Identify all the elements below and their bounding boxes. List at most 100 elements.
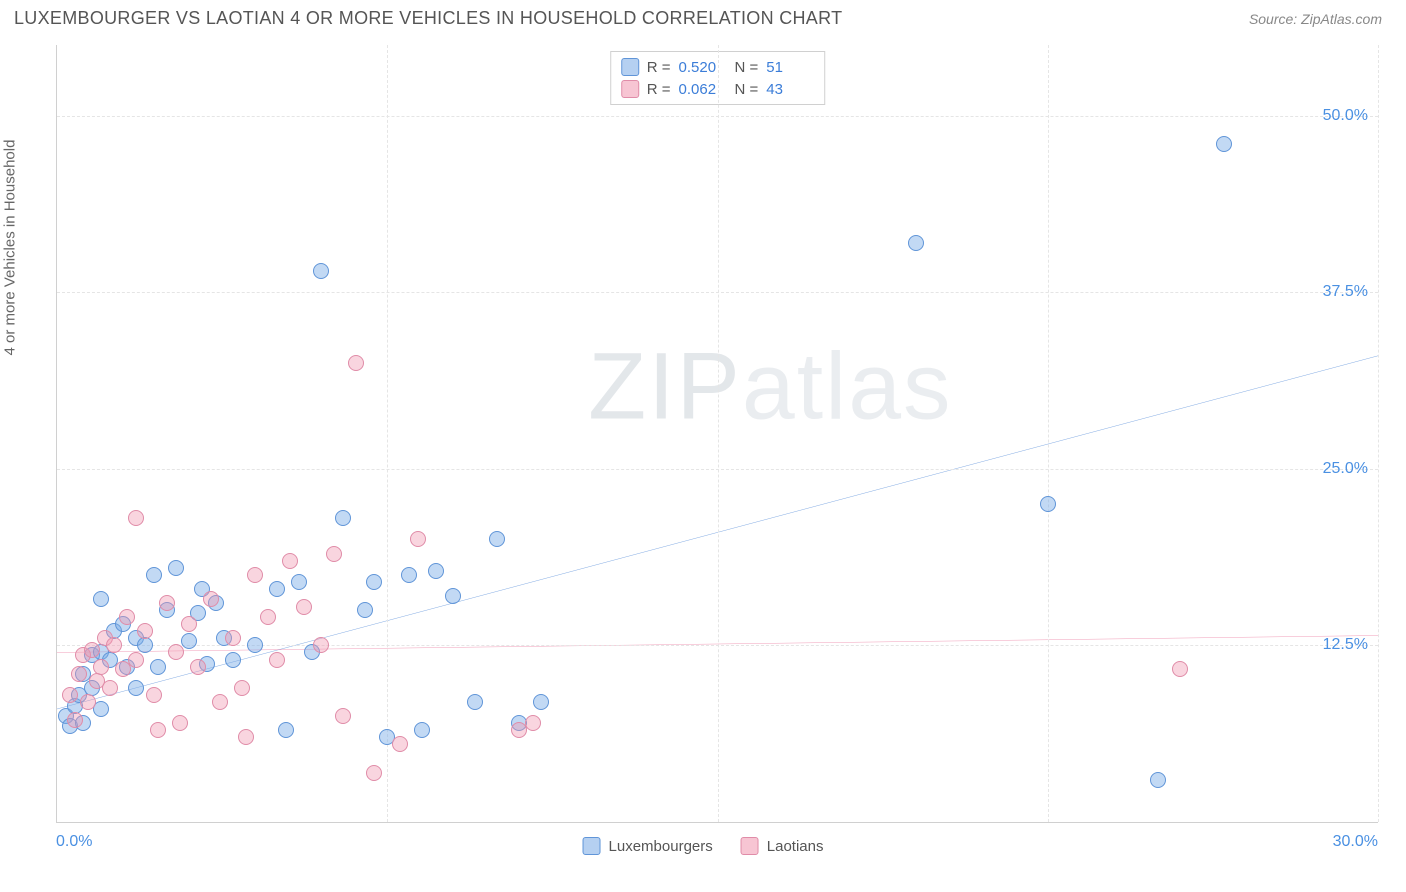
scatter-point-a — [291, 574, 307, 590]
scatter-point-a — [428, 563, 444, 579]
scatter-point-a — [146, 567, 162, 583]
scatter-point-b — [366, 765, 382, 781]
x-tick-max: 30.0% — [1333, 833, 1378, 851]
scatter-point-b — [282, 553, 298, 569]
scatter-point-a — [533, 694, 549, 710]
scatter-point-a — [225, 652, 241, 668]
scatter-point-b — [67, 712, 83, 728]
scatter-point-b — [296, 599, 312, 615]
scatter-point-b — [128, 510, 144, 526]
plot-area: ZIPatlas R = 0.520 N = 51 R = 0.062 N = … — [56, 45, 1378, 823]
gridline-x — [1378, 45, 1379, 822]
n-value-a: 51 — [766, 59, 814, 76]
watermark: ZIPatlas — [588, 332, 952, 441]
scatter-point-b — [313, 637, 329, 653]
scatter-point-b — [326, 546, 342, 562]
scatter-point-a — [489, 531, 505, 547]
scatter-point-b — [168, 644, 184, 660]
scatter-point-a — [137, 637, 153, 653]
scatter-point-a — [128, 680, 144, 696]
scatter-point-b — [106, 637, 122, 653]
scatter-point-b — [212, 694, 228, 710]
watermark-bold: ZIP — [588, 333, 742, 439]
legend-item-b: Laotians — [741, 837, 824, 855]
scatter-point-b — [71, 666, 87, 682]
n-label-b: N = — [735, 81, 759, 98]
scatter-point-a — [445, 588, 461, 604]
scatter-point-b — [335, 708, 351, 724]
scatter-point-b — [392, 736, 408, 752]
scatter-point-b — [260, 609, 276, 625]
scatter-point-a — [908, 235, 924, 251]
scatter-point-a — [93, 591, 109, 607]
chart-title: LUXEMBOURGER VS LAOTIAN 4 OR MORE VEHICL… — [14, 8, 842, 29]
scatter-point-b — [247, 567, 263, 583]
swatch-b-bottom — [741, 837, 759, 855]
scatter-point-a — [181, 633, 197, 649]
scatter-point-b — [348, 355, 364, 371]
scatter-point-b — [128, 652, 144, 668]
y-tick-label: 37.5% — [1323, 283, 1368, 301]
gridline-x — [387, 45, 388, 822]
scatter-point-b — [159, 595, 175, 611]
x-tick-min: 0.0% — [56, 833, 92, 851]
scatter-point-a — [168, 560, 184, 576]
scatter-point-b — [137, 623, 153, 639]
scatter-point-b — [146, 687, 162, 703]
scatter-point-b — [150, 722, 166, 738]
scatter-point-a — [1040, 496, 1056, 512]
series-a-label: Luxembourgers — [609, 838, 713, 855]
scatter-point-b — [119, 609, 135, 625]
scatter-point-b — [190, 659, 206, 675]
scatter-point-a — [1150, 772, 1166, 788]
source-name: ZipAtlas.com — [1301, 11, 1382, 27]
scatter-point-a — [335, 510, 351, 526]
scatter-point-b — [181, 616, 197, 632]
y-tick-label: 50.0% — [1323, 107, 1368, 125]
scatter-point-a — [247, 637, 263, 653]
scatter-point-b — [203, 591, 219, 607]
scatter-point-b — [84, 642, 100, 658]
chart-container: 4 or more Vehicles in Household ZIPatlas… — [14, 45, 1392, 865]
gridline-x — [718, 45, 719, 822]
scatter-point-b — [269, 652, 285, 668]
n-label-a: N = — [735, 59, 759, 76]
legend-series: Luxembourgers Laotians — [583, 837, 824, 855]
scatter-point-a — [313, 263, 329, 279]
legend-item-a: Luxembourgers — [583, 837, 713, 855]
y-axis-label: 4 or more Vehicles in Household — [2, 140, 19, 356]
series-b-label: Laotians — [767, 838, 824, 855]
scatter-point-a — [1216, 136, 1232, 152]
swatch-b — [621, 80, 639, 98]
swatch-a-bottom — [583, 837, 601, 855]
scatter-point-a — [467, 694, 483, 710]
scatter-point-a — [366, 574, 382, 590]
scatter-point-b — [93, 659, 109, 675]
r-value-b: 0.062 — [679, 81, 727, 98]
y-tick-label: 25.0% — [1323, 460, 1368, 478]
scatter-point-b — [62, 687, 78, 703]
y-tick-label: 12.5% — [1323, 636, 1368, 654]
scatter-point-b — [238, 729, 254, 745]
source-attribution: Source: ZipAtlas.com — [1249, 11, 1382, 27]
scatter-point-a — [357, 602, 373, 618]
r-label-a: R = — [647, 59, 671, 76]
scatter-point-b — [1172, 661, 1188, 677]
scatter-point-a — [150, 659, 166, 675]
scatter-point-a — [401, 567, 417, 583]
scatter-point-b — [410, 531, 426, 547]
scatter-point-b — [234, 680, 250, 696]
r-value-a: 0.520 — [679, 59, 727, 76]
scatter-point-a — [278, 722, 294, 738]
scatter-point-b — [225, 630, 241, 646]
scatter-point-b — [102, 680, 118, 696]
scatter-point-a — [414, 722, 430, 738]
gridline-x — [1048, 45, 1049, 822]
scatter-point-b — [172, 715, 188, 731]
watermark-thin: atlas — [742, 333, 953, 439]
n-value-b: 43 — [766, 81, 814, 98]
scatter-point-b — [80, 694, 96, 710]
source-prefix: Source: — [1249, 11, 1301, 27]
scatter-point-a — [269, 581, 285, 597]
r-label-b: R = — [647, 81, 671, 98]
